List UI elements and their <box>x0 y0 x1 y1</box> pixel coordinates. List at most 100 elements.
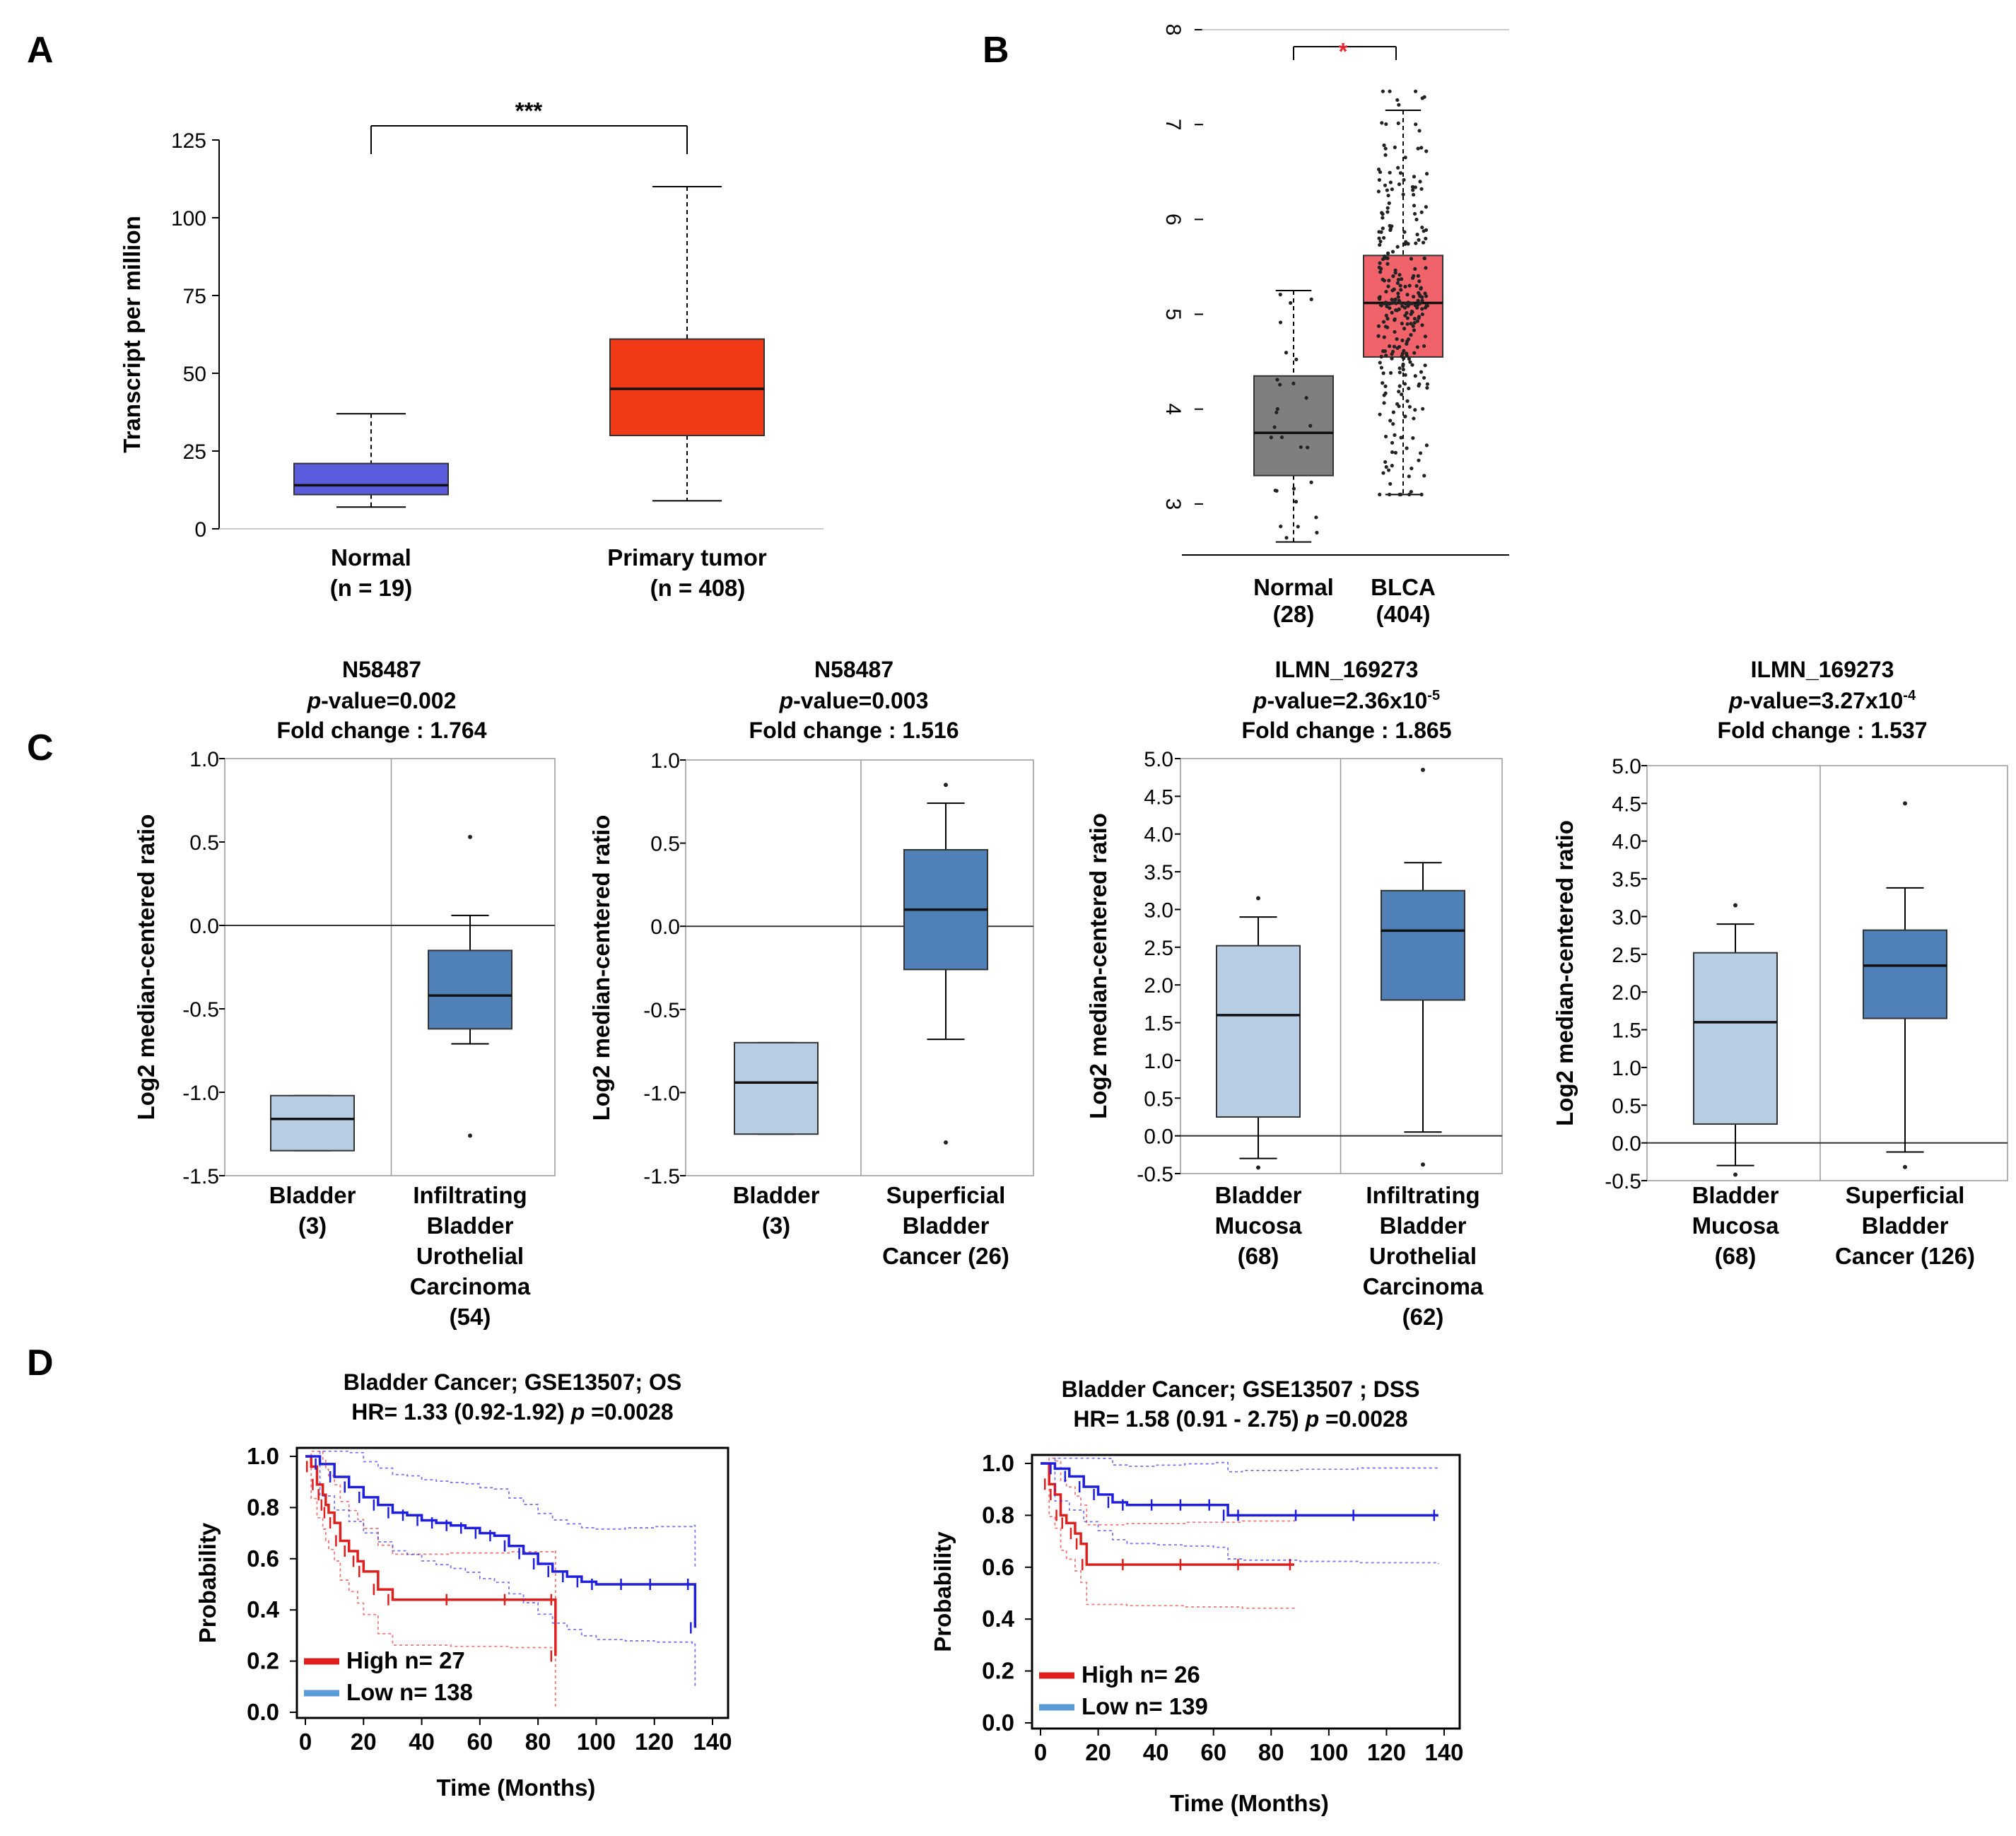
panel-c1-ytick-label: -1.0 <box>182 1082 219 1105</box>
panel-d1-ci-1 <box>305 1456 696 1688</box>
panel-c1-box-1-outlier <box>468 1133 472 1138</box>
panel-c3-box-1-box <box>1381 889 1465 1001</box>
panel-b-point <box>1397 298 1401 303</box>
panel-b-point <box>1278 293 1282 297</box>
panel-d2-ytick-label: 0.6 <box>982 1554 1014 1580</box>
panel-c3-ytick-label: 3.5 <box>1144 861 1173 884</box>
panel-c2-ytick-label: 1.0 <box>650 749 680 773</box>
panel-c4-ylabel: Log2 median-centered ratio <box>1552 820 1578 1126</box>
panel-b-point <box>1380 121 1384 125</box>
panel-c4-title-foldchange: Fold change : 1.537 <box>1718 718 1928 743</box>
panel-c4-category-label: Cancer (126) <box>1835 1243 1975 1269</box>
panel-d1-curve-1 <box>305 1455 697 1628</box>
panel-c2-ytick-label: -1.0 <box>643 1082 680 1105</box>
panel-c3-ytick-label: 1.5 <box>1144 1012 1173 1036</box>
panel-b-point <box>1410 466 1414 471</box>
panel-b-point <box>1405 293 1410 297</box>
panel-b-point <box>1407 474 1411 479</box>
panel-b-point <box>1397 182 1402 187</box>
panel-b-point <box>1424 205 1428 209</box>
panel-b-point <box>1415 345 1419 349</box>
panel-b-point <box>1420 295 1424 299</box>
panel-a-box-1-box <box>609 338 765 436</box>
panel-b-point <box>1412 416 1416 421</box>
panel-c3-ytick-label: 4.5 <box>1144 785 1173 809</box>
panel-b-point <box>1420 312 1424 317</box>
panel-b-point <box>1385 210 1390 214</box>
panel-b-point <box>1409 257 1414 261</box>
panel-b-point <box>1387 201 1391 205</box>
panel-b-point <box>1378 270 1383 274</box>
panel-b-point <box>1420 226 1424 230</box>
panel-c1-category-label: Urothelial <box>416 1243 524 1269</box>
panel-c2-category-label: (3) <box>762 1212 790 1239</box>
panel-b-point <box>1424 443 1429 448</box>
panel-b-point <box>1405 322 1410 326</box>
panel-b-n-label: (404) <box>1376 601 1430 627</box>
panel-c4-title-probe: ILMN_169273 <box>1751 657 1894 682</box>
panel-b-point <box>1397 307 1401 312</box>
panel-c1-box-1-box <box>428 949 512 1030</box>
panel-c1-ytick-label: 0.5 <box>189 831 219 855</box>
panel-b-point <box>1383 153 1388 157</box>
panel-a-ytick-label: 25 <box>183 440 206 464</box>
panel-b-point <box>1385 317 1390 321</box>
panel-b-point <box>1390 352 1394 356</box>
panel-b-point <box>1381 471 1385 475</box>
panel-label-d: D <box>27 1343 54 1384</box>
panel-b-point <box>1381 89 1385 93</box>
panel-b-point <box>1393 329 1397 334</box>
panel-c2-ytick-label: -0.5 <box>643 999 680 1022</box>
panel-d1-xlabel: Time (Months) <box>437 1774 596 1801</box>
panel-b-point <box>1407 404 1412 409</box>
panel-b-point <box>1385 251 1390 255</box>
panel-label-a: A <box>27 30 54 71</box>
panel-b-point <box>1395 98 1400 103</box>
panel-b-point <box>1385 188 1389 192</box>
panel-d2-ytick-label: 0.4 <box>982 1606 1015 1632</box>
panel-b-point <box>1381 381 1385 385</box>
panel-b-point <box>1420 96 1424 100</box>
panel-c4-box-0-box <box>1693 952 1778 1125</box>
panel-b-point <box>1417 293 1422 297</box>
panel-b-ytick-label: 7 <box>1161 119 1185 131</box>
panel-b-point <box>1390 464 1394 468</box>
panel-c4-box-0-outlier <box>1733 903 1737 908</box>
panel-b-significance: * <box>1339 38 1348 64</box>
panel-b-point <box>1402 305 1407 310</box>
panel-b-point <box>1384 313 1388 317</box>
panel-b-point <box>1422 474 1426 478</box>
panel-b-point <box>1388 306 1392 310</box>
panel-b-point <box>1284 536 1289 540</box>
panel-c1-category-label: Bladder <box>427 1212 514 1239</box>
panel-b-point <box>1378 239 1383 244</box>
panel-c3-ytick-label: 2.0 <box>1144 974 1173 998</box>
panel-b-point <box>1384 464 1388 469</box>
panel-c4-title-pvalue: p-value=3.27x10-4 <box>1728 688 1916 713</box>
panel-b-point <box>1388 492 1392 497</box>
panel-c3-category-label: Bladder <box>1215 1182 1302 1208</box>
panel-b-point <box>1388 344 1392 349</box>
panel-c3-category-label: Infiltrating <box>1366 1182 1479 1208</box>
panel-b-point <box>1390 450 1395 455</box>
panel-b-point <box>1296 525 1300 529</box>
panel-b-point <box>1413 303 1417 308</box>
panel-b-point <box>1294 500 1299 504</box>
panel-d1-title-line2: HR= 1.33 (0.92-1.92) p =0.0028 <box>351 1399 673 1425</box>
panel-b-point <box>1409 489 1413 494</box>
panel-b-point <box>1383 384 1388 389</box>
panel-c2-title-pvalue: p-value=0.003 <box>779 688 929 713</box>
panel-b-point <box>1414 217 1419 222</box>
panel-b-point <box>1314 515 1318 520</box>
panel-b-point <box>1393 271 1397 275</box>
panel-b-point <box>1398 171 1403 175</box>
panel-c2-title-probe: N58487 <box>814 657 893 682</box>
panel-b-point <box>1278 320 1283 324</box>
panel-b-point <box>1393 297 1397 302</box>
panel-b-point <box>1387 279 1391 283</box>
panel-d1-title-line1: Bladder Cancer; GSE13507; OS <box>344 1369 681 1395</box>
panel-b-point <box>1306 445 1310 450</box>
panel-b-point <box>1423 363 1427 368</box>
panel-b-point <box>1383 183 1388 187</box>
